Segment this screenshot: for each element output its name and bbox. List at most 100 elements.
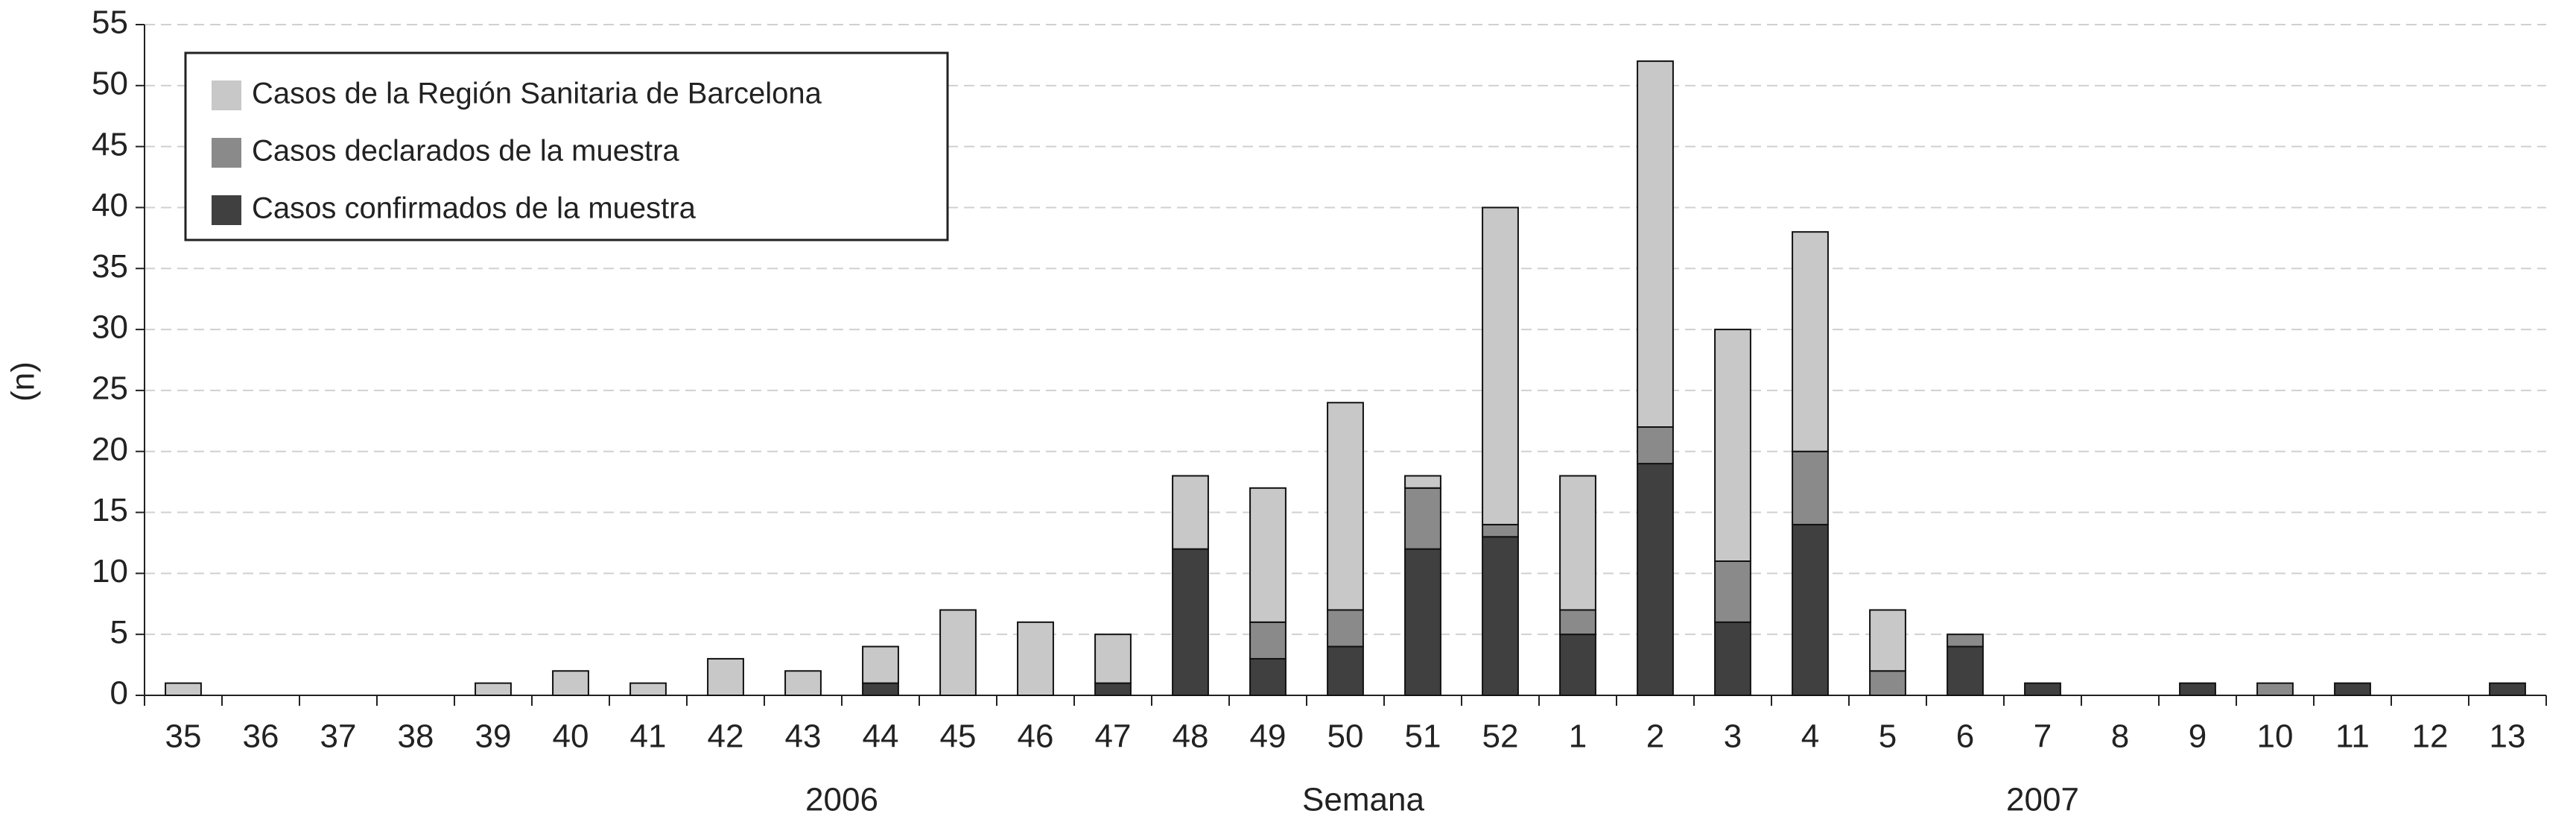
x-tick-label: 1 — [1569, 718, 1587, 755]
x-tick-label: 44 — [863, 718, 899, 755]
y-tick-label: 35 — [92, 248, 128, 285]
bar-segment — [1327, 402, 1364, 611]
bar-segment — [1869, 670, 1906, 696]
bar-segment — [1404, 487, 1441, 550]
x-tick-label: 49 — [1250, 718, 1287, 755]
x-tick-label: 2 — [1646, 718, 1664, 755]
y-tick-label: 50 — [92, 65, 128, 101]
x-tick-label: 7 — [2034, 718, 2052, 755]
x-tick-label: 3 — [1724, 718, 1742, 755]
x-tick-label: 11 — [2335, 718, 2370, 755]
bar-segment — [2024, 682, 2061, 696]
bar-segment — [1637, 463, 1674, 696]
bar-segment — [1947, 633, 1984, 648]
x-tick-label: 35 — [165, 718, 202, 755]
y-tick-label: 55 — [92, 4, 128, 41]
bar-segment — [1637, 426, 1674, 465]
bar-segment — [1714, 329, 1751, 562]
x-tick-label: 47 — [1095, 718, 1132, 755]
bar-segment — [2256, 682, 2294, 696]
bar-segment — [862, 682, 899, 696]
bar-segment — [707, 657, 744, 697]
bar-segment — [1094, 682, 1132, 696]
x-tick-label: 10 — [2257, 718, 2294, 755]
bar-segment — [1017, 621, 1054, 696]
bar-segment — [939, 609, 977, 696]
bar-segment — [1172, 475, 1209, 550]
y-tick-label: 10 — [92, 553, 128, 590]
y-tick-label: 25 — [92, 370, 128, 407]
y-axis-label: (n) — [5, 361, 42, 402]
x-tick-label: 41 — [630, 718, 667, 755]
legend-label: Casos declarados de la muestra — [252, 135, 679, 168]
bar-segment — [1094, 633, 1132, 684]
bar-segment — [552, 670, 589, 696]
bar-segment — [1172, 548, 1209, 696]
year-label: 2007 — [2006, 782, 2079, 818]
x-tick-label: 46 — [1018, 718, 1054, 755]
bar-segment — [1792, 231, 1829, 452]
x-tick-label: 37 — [320, 718, 357, 755]
bar-segment — [629, 682, 667, 696]
x-tick-label: 8 — [2111, 718, 2129, 755]
bar-segment — [1482, 206, 1519, 525]
y-tick-label: 0 — [110, 675, 128, 712]
bar-segment — [1404, 475, 1441, 489]
bar-segment — [1404, 548, 1441, 696]
bar-segment — [1559, 633, 1596, 697]
y-tick-label: 45 — [92, 126, 128, 162]
bar-segment — [1482, 536, 1519, 696]
x-tick-label: 42 — [708, 718, 744, 755]
bar-segment — [475, 682, 512, 696]
legend-label: Casos de la Región Sanitaria de Barcelon… — [252, 78, 822, 110]
legend-box — [184, 51, 949, 241]
bar-segment — [1559, 475, 1596, 611]
x-tick-label: 48 — [1173, 718, 1209, 755]
x-tick-label: 9 — [2189, 718, 2207, 755]
y-tick-label: 20 — [92, 431, 128, 467]
bar-segment — [2489, 682, 2526, 696]
bar-segment — [165, 682, 202, 696]
bar-segment — [1327, 645, 1364, 697]
legend-swatch — [212, 80, 241, 110]
bar-segment — [1559, 609, 1596, 636]
bar-segment — [1249, 487, 1287, 623]
year-label: 2006 — [805, 782, 878, 818]
bar-segment — [1637, 60, 1674, 428]
x-tick-label: 36 — [243, 718, 279, 755]
x-tick-label: 4 — [1801, 718, 1819, 755]
x-axis-label: Semana — [1302, 782, 1424, 818]
x-tick-label: 50 — [1327, 718, 1364, 755]
bar-segment — [1792, 523, 1829, 697]
bar-segment — [1714, 621, 1751, 696]
x-tick-label: 13 — [2490, 718, 2526, 755]
x-tick-label: 45 — [940, 718, 977, 755]
bar-segment — [1249, 657, 1287, 697]
y-tick-label: 15 — [92, 492, 128, 528]
bar-segment — [2179, 682, 2216, 696]
legend-swatch — [212, 138, 241, 168]
bar-segment — [862, 645, 899, 684]
bar-segment — [1869, 609, 1906, 672]
bar-segment — [1947, 645, 1984, 697]
y-tick-label: 40 — [92, 187, 128, 224]
bar-segment — [1714, 560, 1751, 623]
x-tick-label: 40 — [553, 718, 589, 755]
y-tick-label: 5 — [110, 614, 128, 651]
x-tick-label: 51 — [1405, 718, 1441, 755]
bar-segment — [1249, 621, 1287, 660]
x-tick-label: 6 — [1956, 718, 1974, 755]
y-tick-label: 30 — [92, 309, 128, 346]
x-tick-label: 43 — [785, 718, 822, 755]
bar-segment — [1792, 450, 1829, 525]
legend-label: Casos confirmados de la muestra — [252, 192, 697, 225]
x-tick-label: 38 — [398, 718, 434, 755]
x-tick-label: 12 — [2412, 718, 2449, 755]
x-tick-label: 5 — [1879, 718, 1897, 755]
x-tick-label: 39 — [475, 718, 512, 755]
bar-segment — [1482, 523, 1519, 538]
bar-segment — [784, 670, 822, 696]
bar-segment — [1327, 609, 1364, 648]
